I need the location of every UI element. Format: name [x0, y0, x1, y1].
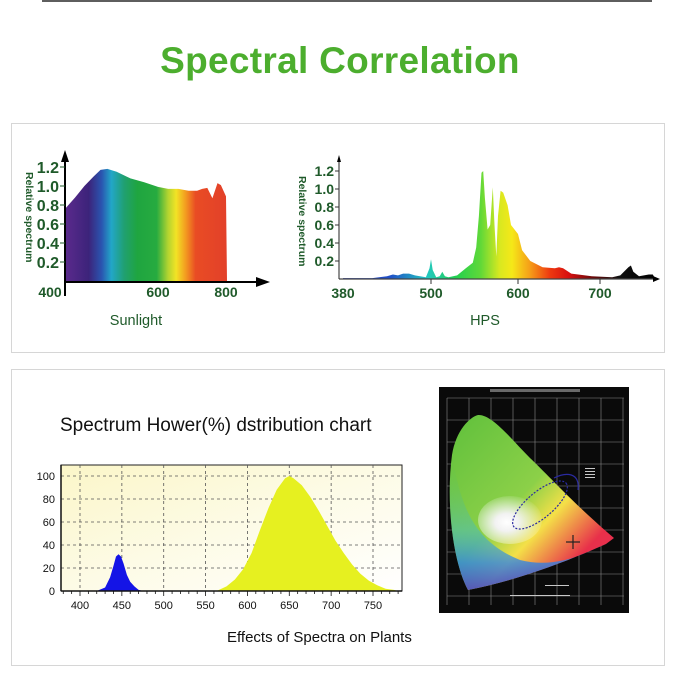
- y-tick-label: 1.2: [315, 163, 335, 179]
- x-tick-label: 600: [506, 285, 530, 301]
- y-tick-label: 0.6: [315, 217, 335, 233]
- hps-y-axis-label: Relative spectrum: [296, 176, 308, 266]
- y-tick-label: 100: [37, 471, 55, 483]
- hps-chart-title: HPS: [470, 313, 500, 329]
- y-tick-label: 0.8: [37, 198, 59, 215]
- cie-chromaticity-diagram: [439, 387, 629, 613]
- y-tick-label: 80: [43, 494, 55, 506]
- top-divider-line: [42, 0, 652, 2]
- y-tick-label: 0.4: [37, 236, 59, 253]
- distribution-chart: 0 20 40 60 80 100 400 450 500 550 600 650 700 750: [37, 464, 403, 612]
- y-tick-label: 1.2: [37, 160, 59, 177]
- y-tick-label: 0.2: [315, 253, 335, 269]
- x-tick-label: 600: [238, 600, 256, 612]
- y-axis-arrow-icon: [61, 150, 69, 162]
- bottom-caption: Effects of Spectra on Plants: [227, 629, 412, 646]
- x-tick-label: 750: [364, 600, 382, 612]
- x-tick-label: 400: [38, 284, 62, 300]
- x-tick-label: 380: [331, 285, 355, 301]
- blue-spectrum-area: [96, 554, 144, 591]
- y-tick-label: 1.0: [315, 181, 335, 197]
- y-tick-label: 0.6: [37, 217, 59, 234]
- y-tick-label: 60: [43, 517, 55, 529]
- y-tick-label: 0.8: [315, 199, 335, 215]
- x-tick-label: 600: [146, 284, 170, 300]
- y-axis-arrow-icon: [337, 155, 341, 162]
- cie-white-point-region: [478, 496, 542, 544]
- y-tick-label: 1.0: [37, 179, 59, 196]
- hps-chart: 0.2 0.4 0.6 0.8 1.0 1.2 380 500 600 700 Relative…: [296, 155, 660, 329]
- sunlight-spectrum-area: [66, 168, 227, 281]
- x-tick-label: 500: [155, 600, 173, 612]
- x-tick-label: 650: [280, 600, 298, 612]
- y-tick-label: 0.4: [315, 235, 335, 251]
- x-tick-label: 550: [196, 600, 214, 612]
- red-spectrum-area: [216, 476, 399, 591]
- y-tick-label: 40: [43, 540, 55, 552]
- cie-planckian-ellipse: [512, 480, 568, 530]
- x-tick-label: 700: [588, 285, 612, 301]
- x-axis-arrow-icon: [653, 276, 660, 282]
- sunlight-chart-title: Sunlight: [110, 313, 162, 329]
- x-tick-label: 450: [113, 600, 131, 612]
- x-tick-label: 400: [71, 600, 89, 612]
- x-tick-label: 700: [322, 600, 340, 612]
- hps-spectrum-area: [343, 171, 656, 279]
- x-tick-label: 800: [214, 284, 238, 300]
- distribution-chart-title: Spectrum Hower(%) dstribution chart: [60, 415, 372, 436]
- x-axis-arrow-icon: [256, 277, 270, 287]
- y-tick-label: 0.2: [37, 255, 59, 272]
- cie-blue-curve: [553, 473, 579, 491]
- cie-header-text-graphic: [490, 389, 580, 392]
- x-tick-label: 500: [419, 285, 443, 301]
- y-tick-label: 0: [49, 586, 55, 598]
- cie-blue-region: [449, 455, 606, 590]
- sunlight-chart: 0.2 0.4 0.6 0.8 1.0 1.2 400 600 800 Relative sp…: [23, 150, 270, 329]
- page-title: Spectral Correlation: [160, 40, 520, 81]
- cie-tiny-labels: [510, 468, 595, 596]
- sunlight-y-axis-label: Relative spectrum: [23, 172, 35, 262]
- y-tick-label: 20: [43, 563, 55, 575]
